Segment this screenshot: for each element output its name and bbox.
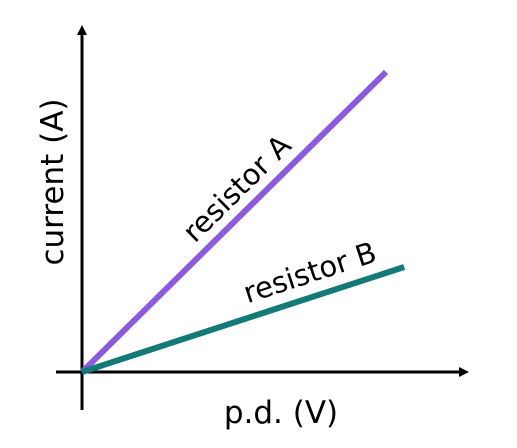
y-axis-label: current (A) bbox=[35, 98, 71, 265]
series-label-resistor-a: resistor A bbox=[176, 128, 298, 249]
series-line-0 bbox=[79, 69, 389, 375]
x-axis-label: p.d. (V) bbox=[224, 395, 338, 431]
series-line-1 bbox=[81, 264, 406, 375]
series-layer bbox=[79, 69, 406, 375]
